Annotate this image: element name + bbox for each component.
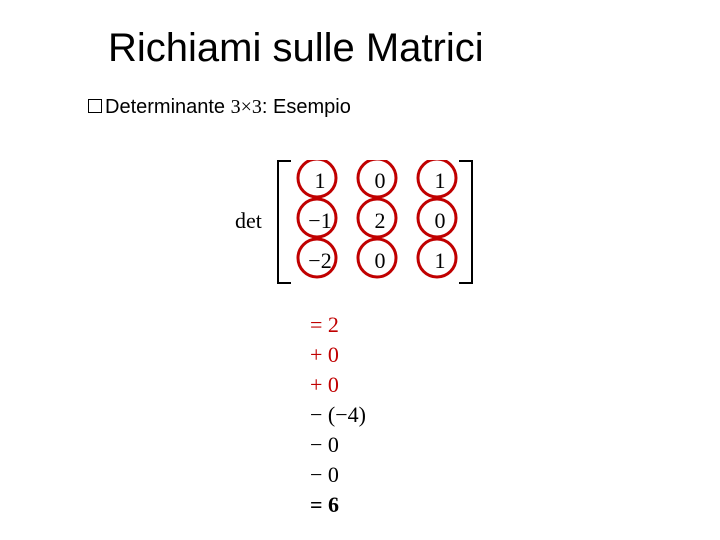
matrix-cell: 1 <box>425 168 455 194</box>
matrix-cell: 0 <box>425 208 455 234</box>
calc-line: = 6 <box>310 490 366 520</box>
slide: Richiami sulle Matrici Determinante 3×3:… <box>0 0 720 540</box>
calc-line: − (−4) <box>310 400 366 430</box>
matrix-cell: −1 <box>305 208 335 234</box>
matrix-cell: 1 <box>305 168 335 194</box>
matrix-cell: 2 <box>365 208 395 234</box>
subtitle-suffix: : Esempio <box>262 96 351 118</box>
matrix-cell: 1 <box>425 248 455 274</box>
calc-line: + 0 <box>310 340 366 370</box>
calc-line: + 0 <box>310 370 366 400</box>
calc-line: − 0 <box>310 460 366 490</box>
subtitle-dim: 3×3 <box>231 96 262 118</box>
subtitle: Determinante 3×3: Esempio <box>88 96 351 119</box>
slide-title: Richiami sulle Matrici <box>108 26 484 71</box>
calc-line: = 2 <box>310 310 366 340</box>
matrix-cell: 0 <box>365 168 395 194</box>
subtitle-prefix: Determinante <box>105 96 231 118</box>
matrix-cell: 0 <box>365 248 395 274</box>
calculation-lines: = 2+ 0+ 0− (−4)− 0− 0= 6 <box>310 310 366 520</box>
bullet-box <box>88 99 102 113</box>
calc-line: − 0 <box>310 430 366 460</box>
matrix-cell: −2 <box>305 248 335 274</box>
matrix-determinant: det 101−120−201 <box>235 160 495 290</box>
